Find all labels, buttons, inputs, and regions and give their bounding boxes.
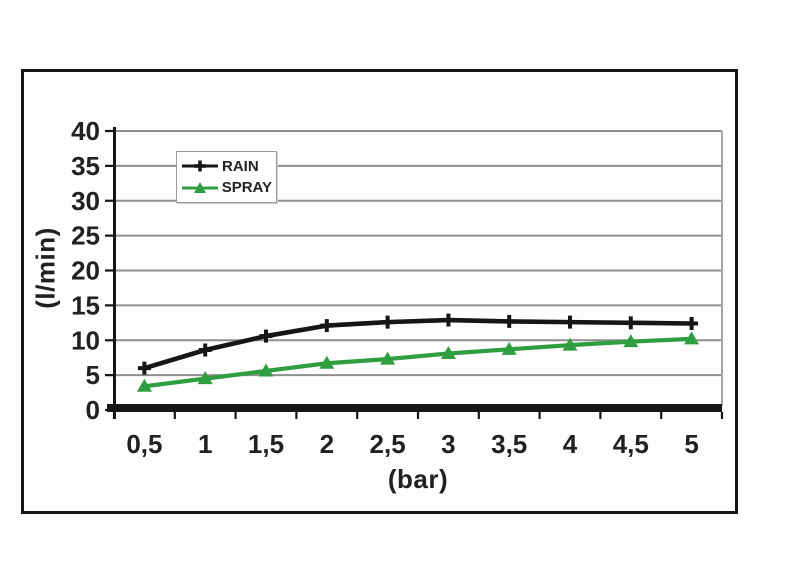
y-axis-title: (l/min)	[30, 227, 61, 309]
triangle-marker-icon	[319, 355, 335, 369]
x-tick-label: 3,5	[491, 429, 527, 459]
series-line-rain	[142, 317, 694, 371]
y-tick-label: 5	[86, 360, 100, 390]
triangle-marker-icon	[380, 351, 396, 365]
y-axis-line	[113, 127, 116, 419]
x-axis-line	[107, 404, 722, 412]
legend-label-spray: SPRAY	[221, 179, 272, 197]
x-tick-label: 0,5	[126, 429, 162, 459]
x-tick-label: 5	[684, 429, 698, 459]
legend-item-spray: SPRAY	[181, 179, 272, 196]
x-axis-title: (bar)	[387, 464, 449, 494]
x-tick-label: 4,5	[613, 429, 649, 459]
spray-line-triangle-marker-icon	[182, 181, 218, 193]
y-tick-label: 20	[71, 256, 100, 286]
x-tick-label: 4	[563, 429, 578, 459]
triangle-marker-icon	[440, 346, 456, 360]
x-tick-label: 2,5	[370, 429, 406, 459]
legend-label-rain: RAIN	[222, 157, 259, 175]
triangle-marker-icon	[623, 334, 639, 348]
triangle-marker-icon	[501, 341, 517, 355]
y-tick-label: 15	[71, 290, 100, 320]
y-tick-label: 35	[71, 151, 100, 181]
legend: RAIN SPRAY	[176, 151, 277, 203]
rain-line-plus-marker-icon	[182, 160, 218, 172]
x-tick-label: 2	[320, 429, 334, 459]
triangle-marker-icon	[684, 331, 700, 345]
y-tick-label: 30	[71, 186, 100, 216]
legend-item-rain: RAIN	[181, 158, 272, 175]
y-tick-label: 40	[71, 116, 100, 146]
x-tick-label: 1	[198, 429, 212, 459]
chart-frame	[21, 69, 738, 514]
triangle-marker-icon	[562, 337, 578, 351]
series-line-spray	[142, 336, 694, 389]
x-tick-label: 3	[441, 429, 455, 459]
triangle-marker-icon	[197, 371, 213, 385]
triangle-marker-icon	[258, 363, 274, 377]
y-tick-label: 0	[86, 395, 100, 425]
y-tick-label: 25	[71, 221, 100, 251]
y-tick-label: 10	[71, 325, 100, 355]
x-tick-label: 1,5	[248, 429, 284, 459]
triangle-marker-icon	[136, 378, 152, 392]
